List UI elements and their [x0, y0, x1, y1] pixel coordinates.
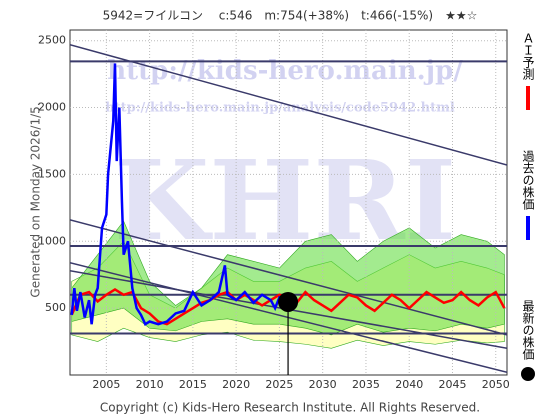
x-tick-label: 2050: [482, 378, 510, 391]
y-tick-label: 500: [45, 301, 66, 314]
y-tick-label: 1500: [38, 167, 66, 180]
x-tick-label: 2015: [179, 378, 207, 391]
x-tick-label: 2005: [92, 378, 120, 391]
x-tick-label: 2040: [395, 378, 423, 391]
x-tick-label: 2020: [222, 378, 250, 391]
latest-point: [278, 291, 299, 312]
y-tick-label: 2500: [38, 34, 66, 47]
legend-swatch: [521, 367, 535, 381]
x-tick-label: 2030: [309, 378, 337, 391]
legend-label: ＡＩ予測: [521, 32, 535, 81]
legend-label: 最新の株価: [521, 300, 535, 360]
x-tick-label: 2010: [136, 378, 164, 391]
x-tick-label: 2025: [265, 378, 293, 391]
plot: http://kids-hero.main.jp/http://kids-her…: [70, 30, 507, 375]
chart-title: 5942=フイルコン c:546 m:754(+38%) t:466(-15%)…: [103, 9, 478, 23]
trend-line: [70, 43, 507, 166]
x-tick-label: 2045: [438, 378, 466, 391]
series-line: [70, 63, 288, 326]
trend-line: [70, 219, 507, 336]
y-tick-label: 1000: [38, 234, 66, 247]
side-note: Generated on Monday 2026/1/5.: [29, 102, 43, 297]
y-tick-label: 2000: [38, 101, 66, 114]
footer: Copyright (c) Kids-Hero Research Institu…: [100, 401, 480, 415]
legend-label: 過去の株価: [521, 150, 535, 210]
x-tick-label: 2035: [352, 378, 380, 391]
